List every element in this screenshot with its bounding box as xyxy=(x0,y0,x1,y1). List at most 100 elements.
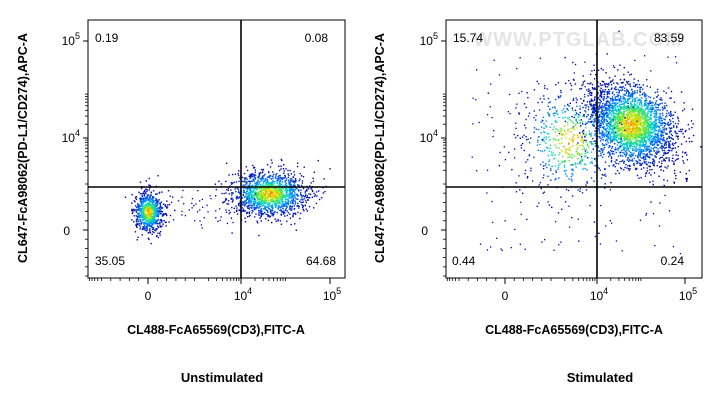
event-dot xyxy=(246,180,248,183)
event-dot xyxy=(636,143,639,146)
event-dot xyxy=(645,133,647,135)
event-dot xyxy=(617,122,619,125)
event-dot xyxy=(643,141,645,143)
event-dot xyxy=(636,130,638,133)
event-dot xyxy=(605,113,607,115)
event-dot xyxy=(609,81,612,83)
event-dot xyxy=(258,187,261,190)
event-dot xyxy=(280,201,283,203)
event-dot xyxy=(136,206,138,209)
event-dot xyxy=(611,124,613,127)
event-dot xyxy=(154,206,156,208)
event-dot xyxy=(658,126,660,128)
event-dot xyxy=(633,121,635,123)
event-dot xyxy=(285,194,287,196)
event-dot xyxy=(282,213,285,215)
event-dot xyxy=(657,106,659,109)
event-dot xyxy=(640,130,642,132)
event-dot xyxy=(283,194,286,196)
event-dot xyxy=(668,146,670,148)
event-dot xyxy=(686,180,688,182)
event-dot xyxy=(283,204,285,206)
event-dot xyxy=(637,148,640,150)
event-dot xyxy=(661,145,663,147)
event-dot xyxy=(613,164,615,166)
event-dot xyxy=(673,126,675,128)
event-dot xyxy=(663,126,665,128)
event-dot xyxy=(664,141,666,144)
event-dot xyxy=(291,180,294,183)
event-dot xyxy=(635,147,637,149)
event-dot xyxy=(590,105,592,107)
event-dot xyxy=(638,102,641,105)
event-dot xyxy=(289,201,292,203)
event-dot xyxy=(646,136,649,139)
event-dot xyxy=(286,220,288,222)
event-dot xyxy=(603,127,605,129)
event-dot xyxy=(285,189,287,192)
event-dot xyxy=(282,177,284,179)
event-dot xyxy=(659,138,661,140)
event-dot xyxy=(249,176,251,178)
event-dot xyxy=(647,119,649,121)
event-dot xyxy=(673,163,675,165)
event-dot xyxy=(248,201,250,203)
event-dot xyxy=(594,96,596,98)
event-dot xyxy=(650,111,652,113)
event-dot xyxy=(152,216,154,218)
event-dot xyxy=(630,142,632,144)
event-dot xyxy=(652,131,654,134)
event-dot xyxy=(134,231,137,233)
event-dot xyxy=(673,101,676,103)
event-dot xyxy=(604,103,606,105)
event-dot xyxy=(144,229,146,231)
event-dot xyxy=(143,193,145,195)
event-dot xyxy=(640,116,642,118)
event-dot xyxy=(638,122,640,125)
event-dot xyxy=(260,216,262,218)
event-dot xyxy=(640,107,642,109)
event-dot xyxy=(262,195,264,197)
event-dot xyxy=(661,130,663,133)
event-dot xyxy=(141,205,144,207)
event-dot xyxy=(654,128,656,130)
event-dot xyxy=(248,212,250,214)
event-dot xyxy=(318,198,321,201)
event-dot xyxy=(138,224,141,227)
event-dot xyxy=(244,203,247,206)
event-dot xyxy=(293,174,296,176)
event-dot xyxy=(639,143,642,145)
event-dot xyxy=(591,120,593,123)
event-dot xyxy=(647,103,649,105)
event-dot xyxy=(610,115,612,117)
event-dot xyxy=(644,121,646,123)
event-dot xyxy=(628,97,630,100)
event-dot xyxy=(591,99,593,101)
event-dot xyxy=(649,118,651,120)
event-dot xyxy=(148,221,150,223)
event-dot xyxy=(281,159,283,162)
event-dot xyxy=(625,143,627,145)
event-dot xyxy=(633,124,636,126)
event-dot xyxy=(263,201,266,203)
event-dot xyxy=(613,105,615,107)
event-dot xyxy=(306,189,308,192)
event-dot xyxy=(632,149,634,152)
event-dot xyxy=(669,147,671,149)
event-dot xyxy=(147,205,150,207)
event-dot xyxy=(248,180,250,182)
event-dot xyxy=(142,211,145,213)
event-dot xyxy=(643,93,646,96)
event-dot xyxy=(621,155,624,157)
event-dot xyxy=(630,123,632,125)
event-dot xyxy=(574,109,577,111)
event-dot xyxy=(604,134,606,137)
event-dot xyxy=(159,203,162,205)
event-dot xyxy=(264,173,266,176)
event-dot xyxy=(657,135,660,137)
event-dot xyxy=(292,190,294,192)
event-dot xyxy=(249,197,252,200)
event-dot xyxy=(592,100,594,102)
event-dot xyxy=(650,122,653,125)
event-dot xyxy=(656,152,658,154)
